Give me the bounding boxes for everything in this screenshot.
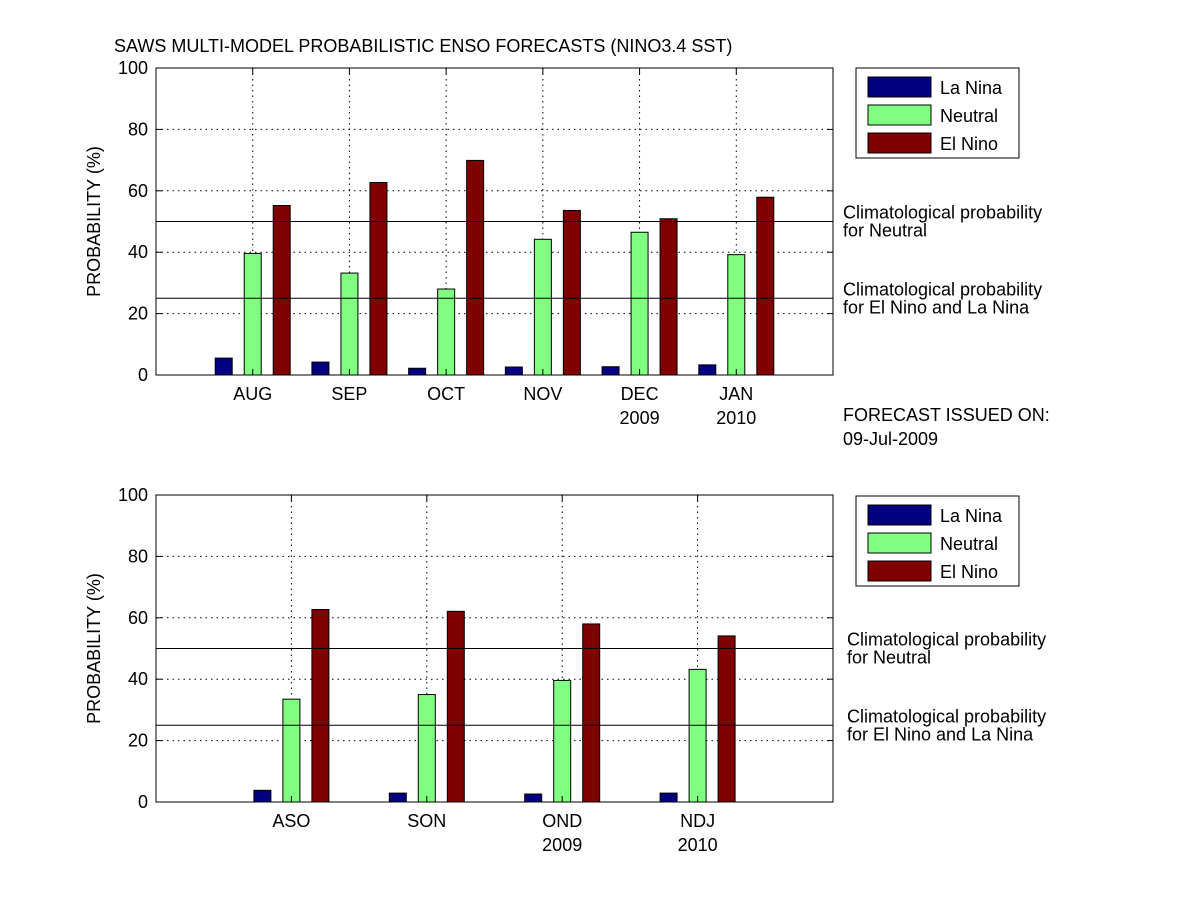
bar-la-nina-jan (698, 364, 717, 376)
bar-el-nino-aso (311, 609, 330, 803)
figure-title: SAWS MULTI-MODEL PROBABILISTIC ENSO FORE… (114, 36, 732, 56)
bar-el-nino-sep (369, 182, 388, 376)
x-tick-label-nov: NOV (523, 384, 562, 404)
climatology-label-line1: Climatological probability (847, 630, 1046, 650)
plot-frame (155, 494, 834, 803)
bar-el-nino-jan (756, 196, 775, 376)
bar-la-nina-dec (601, 366, 620, 376)
legend-swatch-el-nino (867, 132, 932, 154)
legend-label-neutral: Neutral (940, 534, 998, 554)
y-tick-label: 20 (128, 304, 148, 324)
bar-neutral-sep (340, 272, 359, 376)
y-tick-label: 80 (128, 119, 148, 139)
climatology-label-line1: Climatological probability (843, 279, 1042, 299)
bar-neutral-oct (437, 288, 456, 376)
legend-swatch-neutral (867, 532, 932, 554)
bar-el-nino-aug (272, 205, 291, 376)
bar-el-nino-oct (466, 159, 485, 376)
bar-neutral-aso (282, 698, 301, 803)
x-tick-year-label: 2009 (620, 408, 660, 428)
bar-la-nina-oct (408, 367, 427, 376)
x-tick-year-label: 2009 (542, 835, 582, 855)
legend-label-la-nina: La Nina (940, 506, 1003, 526)
bar-neutral-ond (553, 679, 572, 803)
legend-swatch-la-nina (867, 504, 932, 526)
x-tick-label-ond: OND (542, 811, 582, 831)
y-tick-label: 80 (128, 546, 148, 566)
forecast-issued-label: FORECAST ISSUED ON: (843, 405, 1050, 425)
bar-neutral-jan (727, 254, 746, 376)
y-tick-label: 60 (128, 181, 148, 201)
y-tick-label: 0 (138, 365, 148, 385)
y-tick-label: 20 (128, 731, 148, 751)
bar-la-nina-aug (214, 357, 233, 376)
bar-neutral-son (417, 694, 436, 803)
x-tick-label-oct: OCT (427, 384, 465, 404)
legend-label-el-nino: El Nino (940, 134, 998, 154)
y-axis-label: PROBABILITY (%) (84, 573, 104, 724)
x-tick-label-aug: AUG (233, 384, 272, 404)
x-tick-label-sep: SEP (331, 384, 367, 404)
legend-label-neutral: Neutral (940, 106, 998, 126)
x-tick-year-label: 2010 (716, 408, 756, 428)
bar-la-nina-son (388, 792, 407, 803)
bar-el-nino-nov (562, 209, 581, 376)
bar-el-nino-ndj (717, 635, 736, 803)
climatology-label-line2: for Neutral (843, 221, 927, 241)
y-tick-label: 40 (128, 242, 148, 262)
legend-swatch-el-nino (867, 560, 932, 582)
legend-swatch-neutral (867, 104, 932, 126)
y-axis-label: PROBABILITY (%) (84, 146, 104, 297)
y-tick-label: 100 (118, 485, 148, 505)
bar-la-nina-ond (524, 793, 543, 803)
y-tick-label: 0 (138, 792, 148, 812)
forecast-issued-date: 09-Jul-2009 (843, 429, 938, 449)
y-tick-label: 40 (128, 669, 148, 689)
x-tick-year-label: 2010 (678, 835, 718, 855)
y-tick-label: 60 (128, 608, 148, 628)
plot-frame (155, 67, 834, 376)
climatology-label-line2: for Neutral (847, 648, 931, 668)
x-tick-label-ndj: NDJ (680, 811, 715, 831)
bar-la-nina-aso (253, 789, 272, 803)
bar-el-nino-son (446, 610, 465, 803)
x-tick-label-aso: ASO (272, 811, 310, 831)
climatology-label-line1: Climatological probability (843, 203, 1042, 223)
bar-neutral-nov (533, 238, 552, 376)
bar-la-nina-ndj (659, 792, 678, 803)
bar-neutral-aug (243, 252, 262, 376)
bar-la-nina-sep (311, 361, 330, 376)
x-tick-label-son: SON (407, 811, 446, 831)
bar-el-nino-dec (659, 218, 678, 376)
legend-label-la-nina: La Nina (940, 78, 1003, 98)
x-tick-label-dec: DEC (621, 384, 659, 404)
bar-el-nino-ond (582, 623, 601, 803)
bar-neutral-dec (630, 231, 649, 376)
x-tick-label-jan: JAN (719, 384, 753, 404)
climatology-label-line1: Climatological probability (847, 706, 1046, 726)
y-tick-label: 100 (118, 58, 148, 78)
legend-swatch-la-nina (867, 76, 932, 98)
legend-label-el-nino: El Nino (940, 562, 998, 582)
bar-la-nina-nov (504, 366, 523, 376)
bar-neutral-ndj (688, 668, 707, 803)
climatology-label-line2: for El Nino and La Nina (843, 297, 1030, 317)
climatology-label-line2: for El Nino and La Nina (847, 724, 1034, 744)
